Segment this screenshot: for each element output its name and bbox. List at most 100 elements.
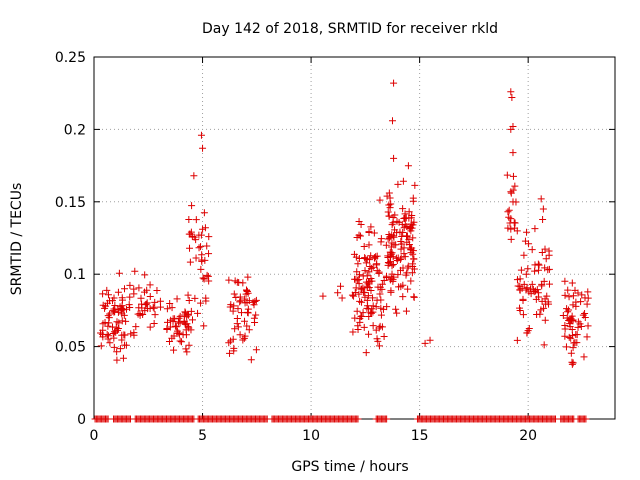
data-point [230, 302, 238, 310]
data-point [524, 327, 532, 335]
data-point [184, 291, 192, 299]
data-point [360, 323, 368, 331]
data-point [203, 242, 211, 250]
data-point [528, 280, 536, 288]
data-point [532, 295, 540, 303]
data-point [524, 265, 532, 273]
data-point [523, 228, 531, 236]
data-point [545, 251, 553, 259]
data-point [540, 304, 548, 312]
data-point [244, 273, 252, 281]
data-point [176, 337, 184, 345]
data-point [130, 331, 138, 339]
data-point [199, 144, 207, 152]
data-point [141, 271, 149, 279]
data-point [545, 265, 553, 273]
data-point [229, 335, 237, 343]
data-point [232, 294, 240, 302]
data-point [385, 212, 393, 220]
data-point [545, 280, 553, 288]
data-point [386, 204, 394, 212]
data-point [509, 149, 517, 157]
data-point [376, 322, 384, 330]
data-point [537, 195, 545, 203]
data-point [188, 202, 196, 210]
data-point [166, 299, 174, 307]
data-point [173, 295, 181, 303]
data-point [356, 232, 364, 240]
data-point [579, 311, 587, 319]
data-point [392, 305, 400, 313]
data-point [383, 415, 391, 423]
data-point [390, 232, 398, 240]
data-point [543, 292, 551, 300]
data-point [169, 315, 177, 323]
data-point [202, 297, 210, 305]
y-tick-label: 0.2 [64, 122, 86, 138]
data-point [369, 294, 377, 302]
data-point [389, 261, 397, 269]
data-point [399, 293, 407, 301]
data-point [382, 241, 390, 249]
data-point [170, 346, 178, 354]
data-point [511, 182, 519, 190]
data-point [367, 264, 375, 272]
data-point [201, 224, 209, 232]
data-point [387, 200, 395, 208]
data-point [234, 305, 242, 313]
data-point [369, 322, 377, 330]
data-point [513, 336, 521, 344]
data-point [399, 228, 407, 236]
data-point [199, 274, 207, 282]
data-point [231, 277, 239, 285]
data-point [368, 305, 376, 313]
data-point [201, 256, 209, 264]
data-point [569, 359, 577, 367]
data-point [583, 333, 591, 341]
data-point [252, 346, 260, 354]
data-point [526, 285, 534, 293]
data-point [354, 326, 362, 334]
data-point [103, 286, 111, 294]
data-point [352, 284, 360, 292]
data-point [104, 335, 112, 343]
data-point [241, 332, 249, 340]
data-point [359, 272, 367, 280]
data-point [236, 331, 244, 339]
data-point [407, 245, 415, 253]
data-point [504, 224, 512, 232]
data-point [517, 266, 525, 274]
data-point [507, 235, 515, 243]
data-point [243, 322, 251, 330]
data-point [584, 288, 592, 296]
data-point [226, 349, 234, 357]
data-point [97, 342, 105, 350]
data-point [567, 349, 575, 357]
data-point [126, 304, 134, 312]
data-point [360, 288, 368, 296]
data-point [539, 216, 547, 224]
data-point [106, 297, 114, 305]
data-point [230, 290, 238, 298]
data-point [110, 343, 118, 351]
data-point [192, 216, 200, 224]
data-point [355, 290, 363, 298]
data-point [105, 319, 113, 327]
data-point [538, 282, 546, 290]
data-point [197, 243, 205, 251]
data-point [387, 275, 395, 283]
data-point [146, 323, 154, 331]
data-point [410, 255, 418, 263]
data-point [582, 415, 590, 423]
data-point [114, 306, 122, 314]
data-point [351, 314, 359, 322]
data-point [391, 226, 399, 234]
data-point [187, 307, 195, 315]
data-point [421, 339, 429, 347]
y-tick-label: 0.25 [55, 50, 86, 66]
data-point [377, 311, 385, 319]
data-point [235, 278, 243, 286]
data-point [540, 277, 548, 285]
data-point [168, 304, 176, 312]
data-point [225, 339, 233, 347]
